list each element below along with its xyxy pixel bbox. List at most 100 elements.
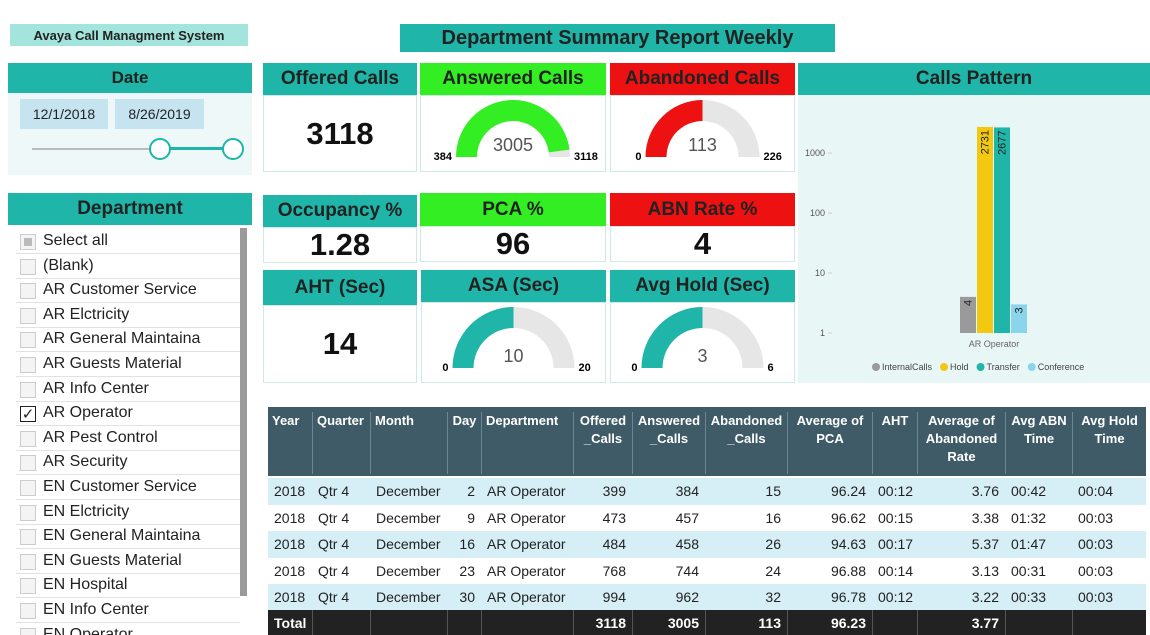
department-item[interactable]: EN General Maintaina — [43, 527, 201, 545]
department-item[interactable]: Select all — [43, 232, 108, 249]
total-cell: 3.77 — [971, 615, 999, 631]
table-cell: AR Operator — [487, 589, 566, 605]
table-cell: 2018 — [274, 536, 306, 552]
table-cell: Qtr 4 — [318, 509, 350, 526]
column-header: AHT — [872, 412, 917, 474]
card-header: ABN Rate % — [610, 193, 795, 226]
department-item[interactable]: EN Guests Material — [43, 551, 182, 569]
table-cell: 458 — [675, 536, 699, 552]
checkbox[interactable] — [20, 258, 36, 275]
department-item[interactable]: AR Guests Material — [43, 355, 182, 372]
total-divider — [573, 610, 574, 635]
department-item[interactable]: (Blank) — [43, 256, 94, 274]
total-row — [268, 610, 1146, 635]
department-item[interactable]: EN Operator — [43, 625, 133, 635]
department-item[interactable]: EN Info Center — [43, 601, 149, 618]
table-cell: 23 — [459, 562, 475, 579]
checkbox[interactable] — [20, 578, 36, 595]
total-divider — [312, 610, 313, 635]
table-cell: 484 — [602, 536, 626, 552]
item-divider — [16, 376, 240, 377]
table-cell: 15 — [765, 483, 781, 499]
checkbox[interactable] — [20, 627, 36, 635]
total-cell: 96.23 — [830, 615, 866, 631]
department-item[interactable]: AR Elctricity — [43, 305, 130, 323]
department-item[interactable]: EN Elctricity — [43, 502, 130, 520]
table-cell: 3.38 — [971, 509, 999, 526]
checkbox[interactable] — [20, 504, 36, 521]
partial-mark — [24, 238, 32, 246]
gauge-panel — [610, 302, 795, 383]
bar — [994, 127, 1010, 333]
checkbox[interactable] — [20, 455, 36, 472]
department-item[interactable]: AR Customer Service — [43, 281, 197, 299]
legend-label: Hold — [950, 362, 969, 372]
table-cell: AR Operator — [487, 562, 566, 579]
table-cell: 00:14 — [878, 562, 914, 579]
checkbox[interactable] — [20, 529, 36, 546]
total-divider — [787, 610, 788, 635]
checkbox[interactable] — [20, 480, 36, 496]
checkbox[interactable] — [20, 332, 36, 349]
report-title: Department Summary Report Weekly — [400, 24, 835, 52]
column-header: Abandoned _Calls — [705, 412, 787, 474]
table-cell: 96.24 — [830, 483, 866, 499]
table-cell: 2018 — [274, 483, 306, 499]
department-item[interactable]: EN Hospital — [43, 576, 128, 594]
x-tick-label: AR Operator — [969, 339, 1020, 349]
table-cell: 00:12 — [878, 483, 914, 499]
gauge-max: 20 — [579, 362, 591, 374]
total-divider — [1072, 610, 1073, 635]
department-item[interactable]: AR Operator — [43, 404, 133, 422]
column-header: Year — [272, 413, 300, 428]
card-header: Occupancy % — [263, 195, 417, 227]
total-cell: 3005 — [667, 615, 699, 631]
y-tick-label: 1000 — [805, 148, 825, 158]
department-item[interactable]: AR Info Center — [43, 379, 149, 397]
department-item[interactable]: AR General Maintaina — [43, 330, 201, 348]
slider-handle — [149, 138, 171, 160]
checkbox[interactable] — [20, 283, 36, 300]
bar — [960, 296, 976, 333]
total-divider — [917, 610, 918, 635]
checkbox[interactable] — [20, 553, 36, 570]
table-cell: AR Operator — [487, 509, 566, 526]
card-value: 96 — [420, 226, 606, 262]
table-cell: 96.88 — [830, 562, 866, 579]
y-tick-label: 10 — [815, 268, 825, 278]
checkbox[interactable]: ✓ — [20, 405, 36, 423]
checkbox[interactable] — [20, 234, 36, 250]
legend-marker — [940, 363, 949, 371]
checkbox[interactable] — [20, 603, 36, 619]
checkbox[interactable] — [20, 430, 36, 447]
checkbox[interactable] — [20, 357, 36, 373]
department-item[interactable]: AR Security — [43, 453, 128, 471]
table-cell: 30 — [459, 589, 475, 605]
legend-label: Conference — [1038, 362, 1085, 372]
table-cell: 32 — [765, 589, 781, 605]
department-title: Department — [8, 193, 252, 225]
check-mark: ✓ — [21, 405, 35, 423]
checkbox[interactable] — [20, 307, 36, 324]
gauge-max: 3118 — [574, 151, 598, 163]
total-divider — [447, 610, 448, 635]
card-value: 14 — [263, 305, 417, 383]
table-cell: 96.78 — [830, 589, 866, 605]
table-row — [268, 531, 1146, 558]
gauge-panel — [421, 302, 606, 383]
date-title: Date — [8, 63, 252, 93]
department-item[interactable]: EN Customer Service — [43, 478, 197, 495]
department-item[interactable]: AR Pest Control — [43, 428, 158, 446]
table-cell: 00:17 — [878, 536, 914, 552]
table-cell: 00:31 — [1011, 562, 1047, 579]
table-row — [268, 557, 1146, 584]
item-divider — [16, 597, 240, 599]
card-header: Offered Calls — [263, 63, 417, 95]
table-cell: 457 — [675, 509, 699, 526]
checkbox[interactable] — [20, 381, 36, 398]
table-cell: 00:03 — [1078, 589, 1114, 605]
slider-range — [160, 147, 233, 150]
table-cell: 16 — [459, 536, 475, 552]
